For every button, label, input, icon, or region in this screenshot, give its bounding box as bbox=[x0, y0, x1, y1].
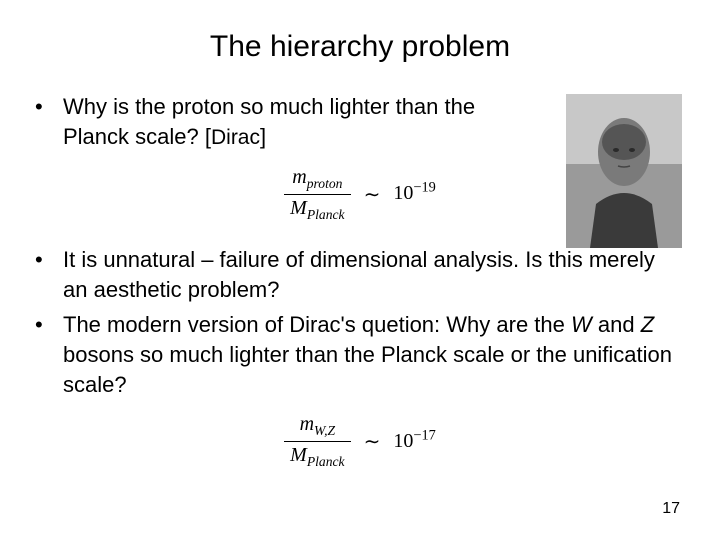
page-number: 17 bbox=[662, 500, 680, 518]
eq1-relation: ∼ bbox=[364, 182, 381, 207]
eq2-num-sub: W,Z bbox=[314, 423, 335, 438]
eq2-den-var: M bbox=[290, 444, 307, 466]
cite-close: ] bbox=[260, 124, 266, 149]
eq2-num-var: m bbox=[300, 413, 314, 435]
bullet-1-pre: Why is the proton so much lighter than t… bbox=[63, 94, 475, 149]
eq2-den-sub: Planck bbox=[307, 454, 345, 469]
eq2-rhs-base: 10 bbox=[393, 430, 413, 452]
bullet-marker: • bbox=[35, 245, 63, 275]
eq1-num-sub: proton bbox=[307, 176, 343, 191]
bullet-3-tail: bosons so much lighter than the Planck s… bbox=[63, 342, 672, 397]
bullet-marker: • bbox=[35, 310, 63, 340]
eq1-den-var: M bbox=[290, 197, 307, 219]
eq2-rhs-exp: −17 bbox=[413, 427, 436, 443]
z-boson: Z bbox=[641, 312, 654, 337]
bullet-3-and: and bbox=[592, 312, 641, 337]
eq1-den-sub: Planck bbox=[307, 207, 345, 222]
slide-title: The hierarchy problem bbox=[35, 30, 685, 64]
eq1-rhs-exp: −19 bbox=[413, 179, 436, 195]
eq1-fraction: mproton MPlanck bbox=[284, 166, 350, 223]
dirac-portrait bbox=[566, 94, 682, 248]
w-boson: W bbox=[571, 312, 592, 337]
bullet-2-text: It is unnatural – failure of dimensional… bbox=[63, 245, 685, 304]
bullet-3: • The modern version of Dirac's quetion:… bbox=[35, 310, 685, 399]
eq2-fraction: mW,Z MPlanck bbox=[284, 413, 350, 470]
equation-2: mW,Z MPlanck ∼ 10−17 bbox=[35, 413, 685, 470]
bullet-1-text: Why is the proton so much lighter than t… bbox=[63, 92, 505, 152]
eq1-num-var: m bbox=[292, 166, 306, 188]
bullet-marker: • bbox=[35, 92, 63, 122]
eq2-relation: ∼ bbox=[364, 429, 381, 454]
bullet-2-tail: problem? bbox=[182, 277, 280, 302]
eq1-rhs-base: 10 bbox=[393, 182, 413, 204]
cite-dirac: Dirac bbox=[211, 126, 260, 149]
eq1-rhs: 10−19 bbox=[393, 182, 436, 204]
bullet-2: • It is unnatural – failure of dimension… bbox=[35, 245, 685, 304]
bullet-1: • Why is the proton so much lighter than… bbox=[35, 92, 505, 152]
eq2-rhs: 10−17 bbox=[393, 430, 436, 452]
aesthetic-word: aesthetic bbox=[94, 277, 182, 302]
bullet-3-text: The modern version of Dirac's quetion: W… bbox=[63, 310, 685, 399]
bullet-3-pre: The modern version of Dirac's quetion: W… bbox=[63, 312, 571, 337]
